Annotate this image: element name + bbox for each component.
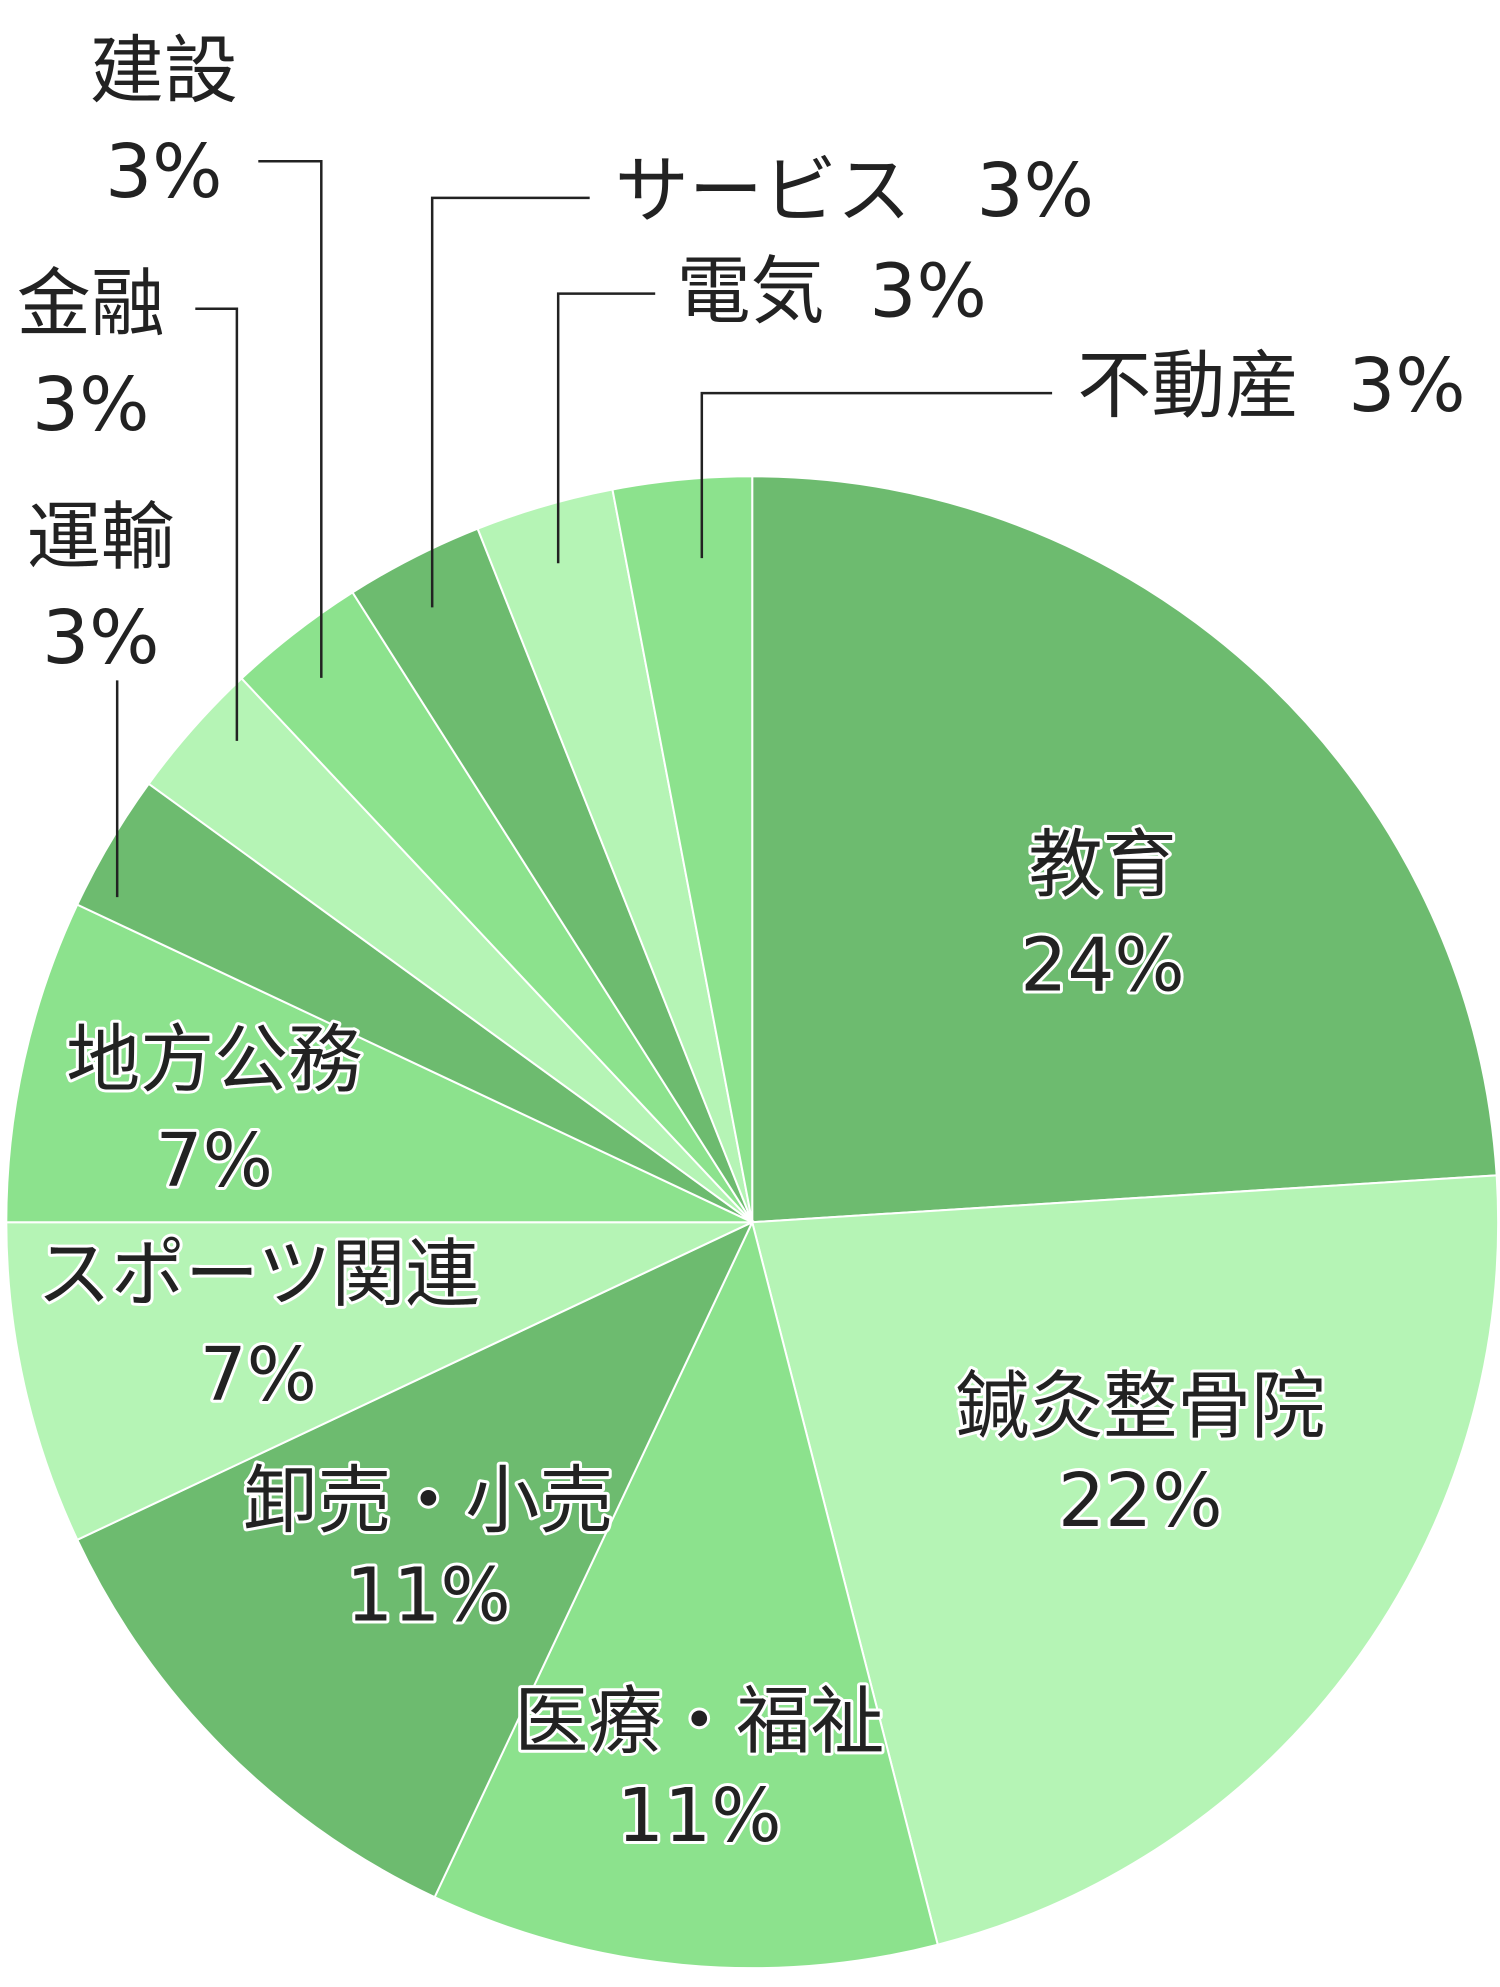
leader-line [430,196,590,608]
slice-label: 電気 [677,249,825,335]
slice-label: 金融 [17,261,165,347]
pie-slice [433,1219,939,1970]
value-label: 24% [1020,923,1184,1009]
value-label: 3% [977,148,1094,234]
value-label: 3% [869,249,986,335]
value-label: 3% [1348,343,1465,429]
slice-label: 教育 [1029,822,1177,908]
slice-label: 鍼灸整骨院 [955,1364,1325,1450]
pie-slice [5,1221,753,1542]
leader-line [700,391,1053,559]
leader-line [195,307,239,741]
pie-slice [750,1174,1500,1946]
pie-slice [751,475,1498,1224]
slice-label: 不動産 [1077,343,1299,429]
value-label: 3% [105,129,222,215]
pie-slice [611,475,754,1223]
slice-label: 医療・福祉 [514,1679,884,1765]
leader-line [556,292,656,564]
value-label: 7% [200,1332,317,1418]
slice-label: サービス [615,148,911,234]
value-label: 11% [617,1773,781,1859]
value-label: 3% [42,595,159,681]
pie-slice [5,903,753,1224]
pie-slice [75,1220,755,1899]
value-label: 7% [155,1118,272,1204]
slice-label: 地方公務 [66,1017,362,1103]
value-label: 22% [1058,1458,1222,1544]
value-label: 11% [346,1553,510,1639]
slice-label: 卸売・小売 [243,1458,613,1544]
leader-line [258,160,323,678]
value-label: 3% [32,362,149,448]
slice-label: 運輸 [27,494,175,580]
slice-label: スポーツ関連 [37,1231,480,1317]
slice-label: 建設 [90,28,238,114]
